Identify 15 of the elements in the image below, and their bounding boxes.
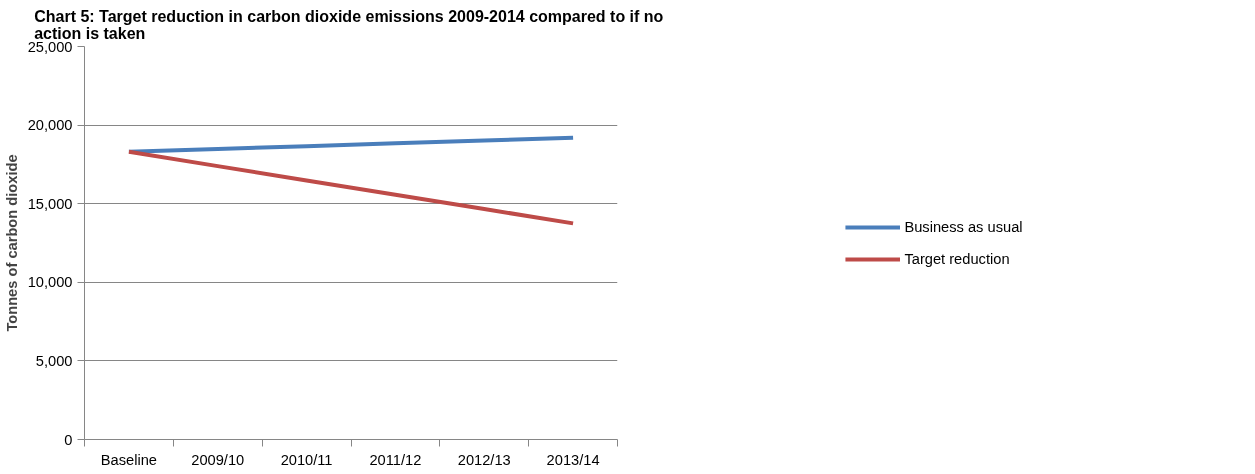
y-tick-label: 5,000 xyxy=(35,352,73,369)
y-tick-label: 10,000 xyxy=(27,274,73,291)
x-tick-label: Baseline xyxy=(100,451,158,468)
x-tick-label: 2012/13 xyxy=(457,451,511,468)
legend-label: Target reduction xyxy=(904,250,1010,267)
x-tick-label: 2013/14 xyxy=(546,451,600,468)
y-axis-title: Tonnes of carbon dioxide xyxy=(3,154,20,332)
x-tick-label: 2010/11 xyxy=(280,451,333,468)
x-tick-label: 2011/12 xyxy=(369,451,422,468)
line-series xyxy=(126,149,576,226)
x-tick-label: 2009/10 xyxy=(191,451,245,468)
y-tick-label: 0 xyxy=(64,431,73,448)
legend-label: Business as usual xyxy=(904,218,1023,235)
y-tick-label: 15,000 xyxy=(27,195,73,212)
y-tick-label: 20,000 xyxy=(27,117,73,134)
